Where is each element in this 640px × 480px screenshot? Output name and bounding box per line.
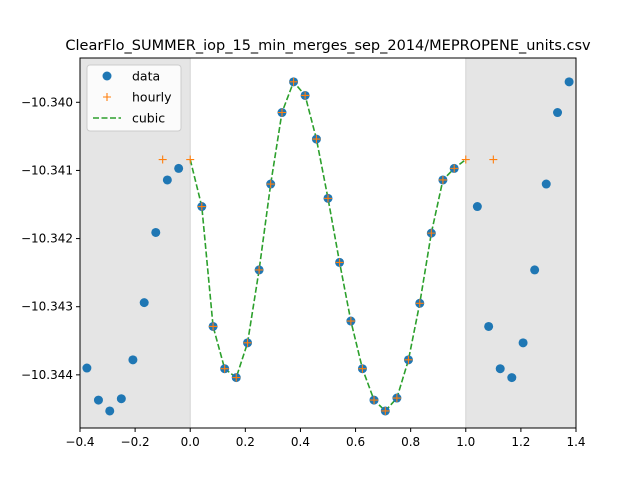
hourly-point	[158, 155, 167, 164]
data-point	[82, 363, 92, 373]
y-tick-label: −10.342	[21, 232, 73, 246]
legend-label-cubic: cubic	[132, 111, 165, 126]
hourly-point	[209, 322, 218, 331]
legend-marker-hourly	[103, 93, 111, 101]
data-point	[564, 77, 574, 87]
data-point	[541, 179, 551, 189]
y-tick-label: −10.340	[21, 95, 73, 109]
axes-frame	[79, 57, 577, 429]
hourly-point	[289, 77, 298, 86]
hourly-point	[461, 155, 470, 164]
hourly-point	[358, 364, 367, 373]
plot-area: −0.4 −0.2 0.0 0.2 0.4 0.6 0.8 1.0 1.2 1.4 −10.344 −…	[21, 57, 586, 449]
data-point	[151, 227, 161, 237]
data-point	[518, 338, 528, 348]
x-tick-label: 0.0	[181, 435, 200, 449]
data-point	[530, 265, 540, 275]
data-point	[105, 406, 115, 416]
hourly-point	[312, 135, 321, 144]
hourly-point	[266, 180, 275, 189]
data-point	[553, 108, 563, 118]
data-point	[93, 395, 103, 405]
hourly-point	[186, 155, 195, 164]
hourly-point	[232, 373, 241, 382]
data-point	[174, 163, 184, 173]
data-point	[139, 298, 149, 308]
hourly-point	[335, 258, 344, 267]
x-tick-label: 0.4	[291, 435, 310, 449]
hourly-point	[415, 299, 424, 308]
hourly-point	[301, 91, 310, 100]
series-layer	[82, 77, 574, 416]
hourly-point	[220, 364, 229, 373]
hourly-point	[392, 394, 401, 403]
legend-marker-data	[102, 71, 112, 81]
chart-title: ClearFlo_SUMMER_iop_15_min_merges_sep_20…	[65, 38, 591, 54]
x-tick-label: 1.2	[511, 435, 530, 449]
hourly-point	[243, 338, 252, 347]
x-tick-label: 0.2	[236, 435, 255, 449]
hourly-point	[427, 229, 436, 238]
hourly-point	[197, 202, 206, 211]
hourly-point	[381, 406, 390, 415]
legend-label-hourly: hourly	[132, 90, 172, 105]
x-tick-label: 0.8	[401, 435, 420, 449]
hourly-point	[324, 194, 332, 203]
hourly-point	[450, 164, 459, 173]
data-point	[116, 394, 126, 404]
data-point	[484, 321, 494, 331]
y-tick-label: −10.343	[21, 300, 73, 314]
hourly-point	[370, 396, 379, 405]
x-tick-label: 1.4	[566, 435, 585, 449]
hourly-point	[489, 155, 498, 164]
data-point	[495, 364, 505, 374]
y-tick-label: −10.344	[21, 368, 73, 382]
legend: data hourly cubic	[86, 64, 182, 132]
hourly-point	[438, 175, 447, 184]
data-point	[162, 175, 172, 185]
x-tick-label: 1.0	[456, 435, 475, 449]
y-tick-label: −10.341	[21, 163, 73, 177]
hourly-point	[255, 265, 264, 274]
legend-box	[86, 64, 182, 132]
hourly-point	[277, 108, 286, 117]
hourly-point	[404, 355, 413, 364]
legend-label-data: data	[132, 69, 160, 84]
x-tick-label: 0.6	[346, 435, 365, 449]
hourly-point	[346, 317, 355, 326]
x-tick-label: −0.4	[65, 435, 94, 449]
x-tick-label: −0.2	[121, 435, 150, 449]
data-point	[128, 355, 138, 365]
data-point	[472, 202, 482, 212]
data-point	[507, 373, 517, 383]
